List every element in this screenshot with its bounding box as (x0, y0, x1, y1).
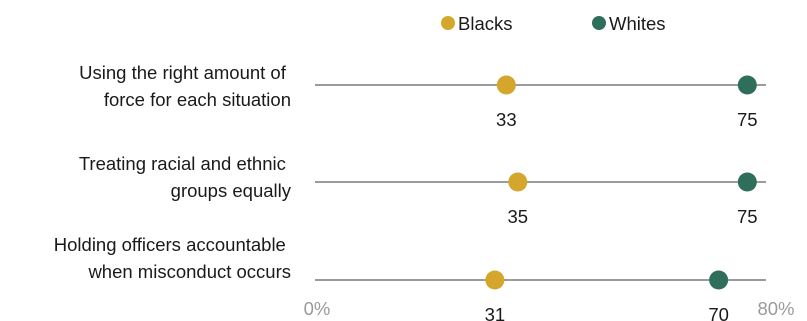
value-label-blacks-equal-treatment: 35 (508, 206, 529, 227)
legend: Blacks Whites (441, 13, 666, 34)
x-tick-label-max: 80% (757, 298, 794, 319)
dot-blacks-force (496, 75, 516, 95)
legend-marker-blacks (441, 16, 455, 30)
dot-whites-accountability (709, 270, 729, 290)
category-label-force-line-2: force for each situation (104, 89, 291, 110)
value-label-whites-force: 75 (737, 109, 758, 130)
dot-blacks-equal-treatment (508, 172, 528, 192)
category-label-equal-treatment-line-1: Treating racial and ethnic (79, 153, 286, 174)
category-label-accountability-line-2: when misconduct occurs (87, 261, 291, 282)
dot-whites-force (737, 75, 757, 95)
category-label-equal-treatment-line-2: groups equally (171, 180, 292, 201)
category-label-force: Using the right amount of force for each… (79, 62, 291, 110)
value-label-whites-accountability: 70 (708, 304, 729, 321)
category-label-accountability: Holding officers accountable when miscon… (54, 234, 291, 282)
dot-blacks-accountability (485, 270, 505, 290)
category-label-force-line-1: Using the right amount of (79, 62, 287, 83)
category-label-equal-treatment: Treating racial and ethnic groups equall… (79, 153, 292, 201)
legend-label-whites: Whites (609, 13, 666, 34)
category-label-accountability-line-1: Holding officers accountable (54, 234, 286, 255)
x-tick-label-min: 0% (304, 298, 331, 319)
legend-label-blacks: Blacks (458, 13, 513, 34)
dot-whites-equal-treatment (737, 172, 757, 192)
legend-marker-whites (592, 16, 606, 30)
value-label-whites-equal-treatment: 75 (737, 206, 758, 227)
value-label-blacks-accountability: 31 (485, 304, 506, 321)
value-label-blacks-force: 33 (496, 109, 517, 130)
